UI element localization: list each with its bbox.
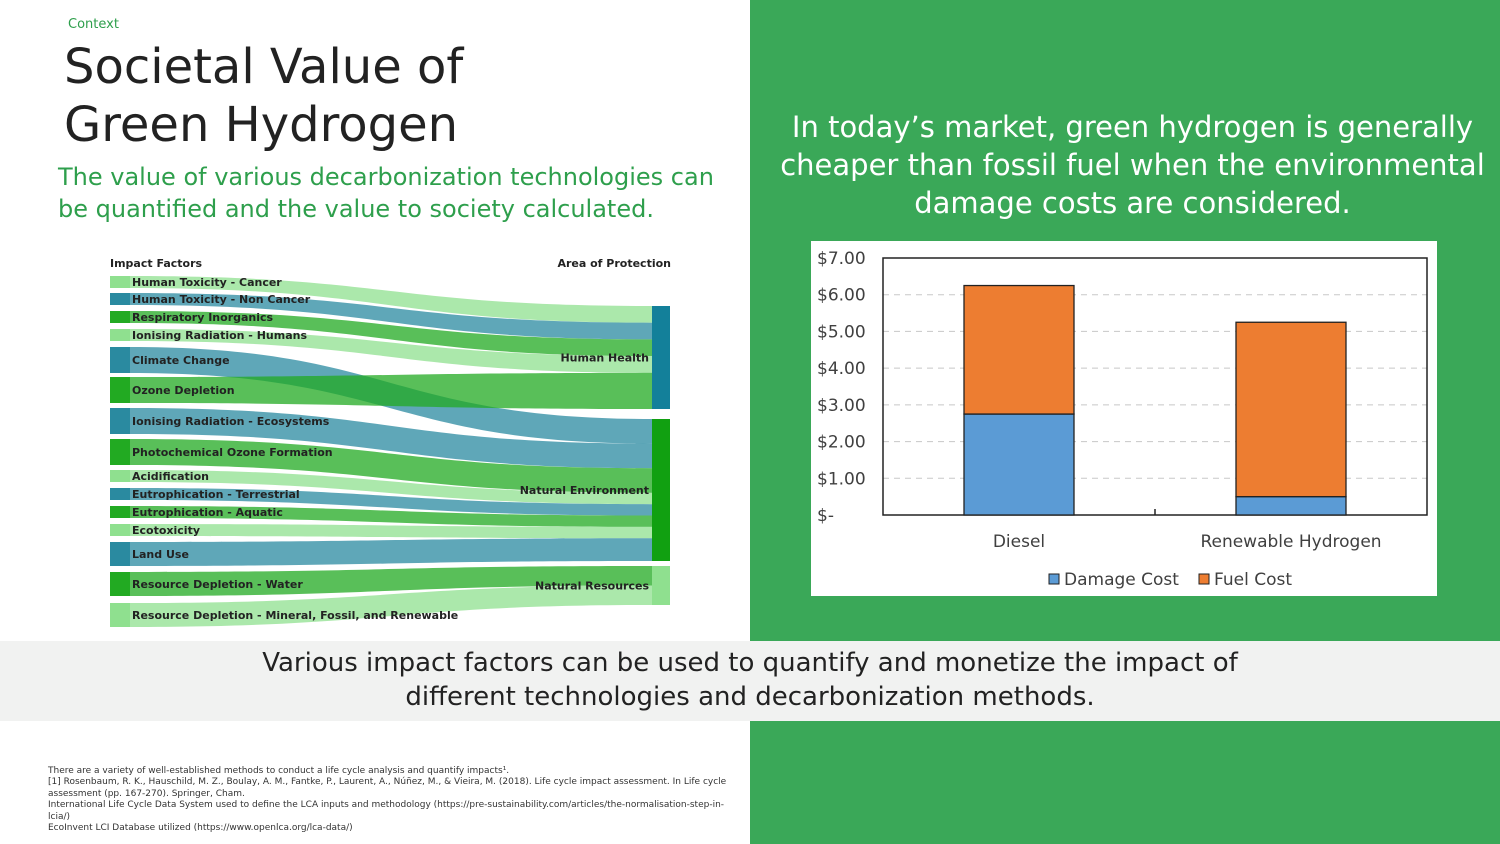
chart-x-tick-label: Renewable Hydrogen [1200, 532, 1381, 552]
sankey-factor-node [110, 311, 130, 323]
sankey-link [130, 585, 652, 627]
sankey-link [130, 524, 652, 539]
page-title-line-2: Green Hydrogen [64, 97, 459, 153]
chart-x-tick-label: Diesel [993, 532, 1045, 552]
summary-line-1: Various impact factors can be used to qu… [262, 648, 1238, 678]
legend-label: Damage Cost [1064, 570, 1179, 590]
sankey-area-label: Natural Environment [520, 484, 649, 497]
cost-chart: $- $1.00 $2.00 $3.00 $4.00 $5.00 $6.00 $7.00 Die… [811, 241, 1437, 596]
section-label: Context [68, 17, 119, 32]
page-title-line-1: Societal Value of [64, 39, 464, 95]
sankey-link [130, 470, 652, 505]
sankey-factor-node [110, 506, 130, 518]
summary-band [0, 641, 1500, 721]
sankey-link [130, 372, 652, 409]
sankey-link [130, 439, 652, 493]
sankey-right-header: Area of Protection [557, 257, 671, 270]
sankey-factor-node [110, 347, 130, 373]
sankey-factor-label: Ionising Radiation - Humans [132, 329, 307, 342]
sankey-area-node [652, 419, 670, 561]
chart-y-tick-label: $3.00 [817, 396, 866, 416]
chart-y-tick-label: $4.00 [817, 359, 866, 379]
sankey-link [130, 293, 652, 340]
sankey-area-node [652, 566, 670, 605]
sankey-link [130, 488, 652, 516]
sankey-factor-node [110, 377, 130, 403]
sankey-link [130, 311, 652, 357]
summary-line-2: different technologies and decarbonizati… [405, 682, 1095, 712]
sankey-factor-node [110, 408, 130, 434]
sankey-factor-label: Acidification [132, 470, 209, 483]
sankey-factor-label: Eutrophication - Terrestrial [132, 488, 300, 501]
chart-y-tick-label: $1.00 [817, 469, 866, 489]
sankey-labels: Human Toxicity - Cancer Human Toxicity - … [132, 276, 649, 622]
chart-y-tick-label: $6.00 [817, 286, 866, 306]
sankey-link [130, 276, 652, 323]
chart-y-tick-label: $5.00 [817, 322, 866, 342]
impact-sankey-diagram: Impact Factors Area of Protection Human … [110, 257, 671, 627]
page-title: Societal Value of Green Hydrogen [64, 38, 664, 154]
sankey-factor-node [110, 276, 130, 288]
legend-swatch [1048, 573, 1060, 585]
footnote-2: [1] Rosenbaum, R. K., Hauschild, M. Z., … [48, 777, 727, 799]
sankey-link [130, 566, 652, 596]
chart-y-tick-label: $2.00 [817, 433, 866, 453]
sankey-factor-label: Ecotoxicity [132, 524, 200, 537]
bar-damage-cost [963, 413, 1075, 516]
sankey-factor-label: Human Toxicity - Cancer [132, 276, 282, 289]
bar-fuel-cost [963, 284, 1075, 415]
right-panel-heading: In today’s market, green hydrogen is gen… [780, 110, 1485, 220]
chart-y-tick-label: $- [817, 506, 834, 526]
sankey-factor-label: Ionising Radiation - Ecosystems [132, 415, 330, 428]
sankey-link [130, 506, 652, 527]
sankey-factor-label: Resource Depletion - Mineral, Fossil, an… [132, 609, 458, 622]
sankey-factor-label: Photochemical Ozone Formation [132, 446, 333, 459]
cost-chart-svg: $- $1.00 $2.00 $3.00 $4.00 $5.00 $6.00 $7.00 Die… [817, 249, 1428, 590]
sankey-link [130, 538, 652, 566]
sankey-factor-node [110, 470, 130, 482]
footnote-3: International Life Cycle Data System use… [48, 800, 725, 822]
sankey-factor-label: Respiratory Inorganics [132, 311, 274, 324]
sankey-area-label: Natural Resources [535, 580, 649, 593]
sankey-factor-node [110, 488, 130, 500]
sankey-area-node [652, 306, 670, 409]
footnote-4: EcoInvent LCI Database utilized (https:/… [48, 823, 353, 834]
sankey-factor-node [110, 329, 130, 341]
sankey-nodes [110, 276, 670, 627]
sankey-factor-label: Ozone Depletion [132, 384, 235, 397]
sankey-factor-label: Eutrophication - Aquatic [132, 506, 283, 519]
sankey-factor-label: Human Toxicity - Non Cancer [132, 293, 311, 306]
chart-y-tick-label: $7.00 [817, 249, 866, 269]
sankey-link [130, 329, 652, 373]
sankey-area-label: Human Health [560, 352, 649, 365]
sankey-factor-node [110, 293, 130, 305]
sankey-factor-node [110, 603, 130, 627]
summary-text: Various impact factors can be used to qu… [0, 646, 1500, 714]
legend-label: Fuel Cost [1214, 570, 1292, 590]
footnotes: There are a variety of well-established … [48, 766, 738, 834]
sankey-factor-label: Land Use [132, 548, 189, 561]
footnote-1: There are a variety of well-established … [48, 766, 510, 776]
bar-fuel-cost [1235, 321, 1347, 498]
sankey-factor-node [110, 572, 130, 596]
bar-damage-cost [1235, 495, 1347, 516]
page-subtitle: The value of various decarbonization tec… [58, 163, 714, 223]
sankey-factor-label: Resource Depletion - Water [132, 578, 303, 591]
legend-swatch [1198, 573, 1210, 585]
sankey-factor-node [110, 524, 130, 536]
sankey-factor-label: Climate Change [132, 354, 230, 367]
sankey-factor-node [110, 439, 130, 465]
sankey-factor-node [110, 542, 130, 566]
sankey-links [130, 276, 652, 627]
sankey-left-header: Impact Factors [110, 257, 203, 270]
sankey-link [130, 408, 652, 469]
